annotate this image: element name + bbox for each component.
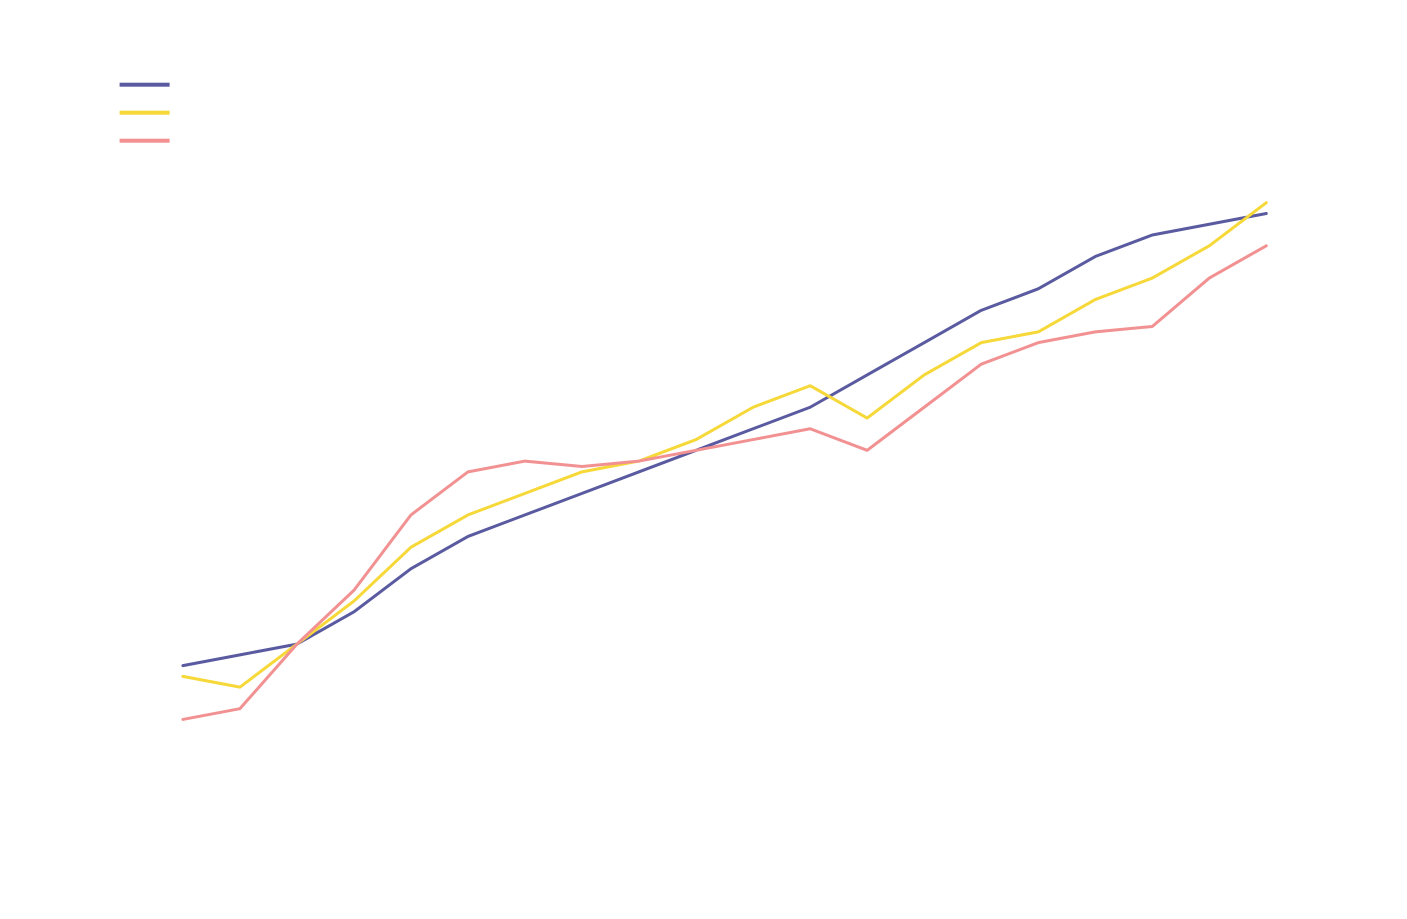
chart-svg	[0, 0, 1407, 919]
legend-swatch-series-b	[120, 111, 170, 115]
legend-swatch-series-c	[120, 139, 170, 143]
series-line-series-c	[183, 246, 1266, 720]
legend-swatch-series-a	[120, 83, 170, 87]
line-chart	[0, 0, 1407, 919]
